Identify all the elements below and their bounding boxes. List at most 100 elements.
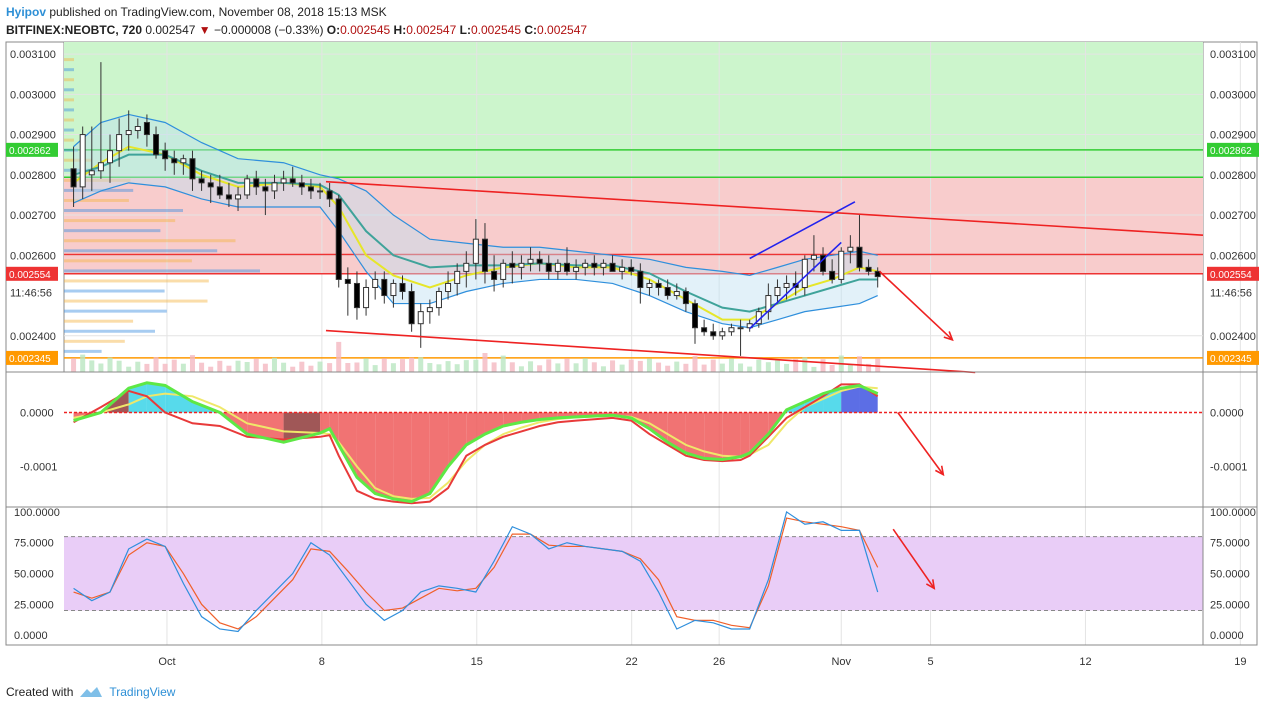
- volume-bar: [436, 364, 442, 372]
- volume-profile-bar: [64, 289, 165, 293]
- candle-body: [280, 178, 287, 184]
- volume-bar: [253, 358, 259, 372]
- y-tick-label-right: 0.002700: [1210, 210, 1256, 222]
- candle-body: [289, 178, 296, 184]
- volume-bar: [363, 358, 369, 372]
- candle-body: [600, 262, 607, 268]
- macd-y-label-right: -0.0001: [1210, 462, 1247, 474]
- candle-body: [426, 307, 433, 313]
- volume-bar: [820, 359, 826, 372]
- volume-bar: [537, 365, 543, 372]
- volume-bar: [646, 358, 652, 372]
- stoch-y-label-left: 50.0000: [14, 569, 54, 581]
- volume-bar: [126, 366, 132, 372]
- volume-bar: [719, 363, 725, 372]
- candle-body: [70, 168, 77, 188]
- x-tick-label: 22: [626, 656, 638, 668]
- volume-profile-bar: [64, 148, 78, 152]
- high-label: H:: [393, 23, 407, 37]
- publisher-name[interactable]: Hyipov: [6, 5, 47, 19]
- volume-bar: [628, 359, 634, 372]
- volume-bar: [656, 362, 662, 372]
- macd-histogram-area: [740, 412, 750, 457]
- stoch-y-label-left: 25.0000: [14, 599, 54, 611]
- volume-profile-bar: [64, 118, 74, 122]
- volume-bar: [774, 359, 780, 372]
- volume-profile-bar: [64, 68, 74, 72]
- volume-bar: [189, 355, 195, 372]
- candle-body: [500, 262, 507, 280]
- volume-bar: [637, 360, 643, 372]
- volume-bar: [372, 365, 378, 372]
- volume-profile-bar: [64, 259, 192, 263]
- volume-profile-bar: [64, 188, 134, 192]
- candle-body: [225, 194, 232, 200]
- volume-bar: [281, 362, 287, 372]
- stoch-y-label-right: 50.0000: [1210, 569, 1250, 581]
- volume-profile-bar: [64, 339, 125, 343]
- candle-body: [271, 182, 278, 192]
- price-tag-text: 0.002862: [9, 146, 51, 157]
- macd-forecast-arrow: [897, 412, 944, 476]
- volume-bar: [98, 363, 104, 372]
- macd-series-line: [73, 381, 879, 504]
- stoch-series-line: [73, 517, 879, 630]
- candle-body: [728, 327, 735, 333]
- volume-bar: [747, 366, 753, 372]
- volume-bar: [116, 360, 122, 372]
- macd-histogram-area: [649, 412, 668, 443]
- volume-bar: [875, 358, 881, 372]
- candle-body: [545, 262, 552, 272]
- stoch-y-label-right: 0.0000: [1210, 630, 1244, 642]
- volume-bar: [582, 358, 588, 372]
- x-tick-label: Oct: [158, 656, 175, 668]
- candle-body: [381, 278, 388, 297]
- volume-bar: [89, 360, 95, 372]
- volume-bar: [491, 362, 497, 372]
- price-label-left: 11:46:56: [10, 287, 52, 299]
- created-with-text: Created with: [6, 685, 74, 699]
- volume-profile-bar: [64, 219, 176, 223]
- candle-body: [363, 286, 370, 309]
- open-value: 0.002545: [340, 23, 391, 37]
- candle-body: [829, 270, 836, 280]
- volume-profile-bar: [64, 349, 102, 353]
- macd-histogram-area: [375, 412, 394, 499]
- volume-bar: [400, 359, 406, 372]
- macd-histogram-area: [393, 412, 412, 502]
- volume-profile-bar: [64, 128, 74, 132]
- price-tag: [6, 266, 58, 281]
- candle-body: [417, 311, 424, 325]
- stoch-y-label-right: 75.0000: [1210, 538, 1250, 550]
- tradingview-brand[interactable]: TradingView: [109, 685, 176, 699]
- volume-bar: [409, 357, 415, 372]
- candle-body: [801, 258, 808, 288]
- chart-canvas[interactable]: Oct 8 15 22 26 Nov 5 12 19 0.003100 0.003100 0.0030…: [0, 0, 1267, 680]
- y-tick-label-left: 0.002900: [10, 130, 56, 142]
- volume-bar: [610, 360, 616, 372]
- macd-histogram-area: [165, 385, 193, 413]
- symbol-label: BITFINEX:NEOBTC, 720: [6, 23, 143, 37]
- macd-histogram-area: [722, 412, 741, 460]
- volume-bar: [336, 341, 342, 372]
- candle-body: [673, 291, 680, 297]
- y-tick-label-left: 0.003100: [10, 49, 56, 61]
- candle-body: [79, 134, 86, 188]
- candle-body: [682, 291, 689, 305]
- volume-bar: [80, 354, 86, 372]
- candle-body: [408, 291, 415, 325]
- candle-body: [162, 150, 169, 160]
- volume-bar: [482, 353, 488, 372]
- volume-profile-bar: [64, 279, 209, 283]
- volume-bar: [317, 361, 323, 372]
- x-tick-label: 19: [1234, 656, 1246, 668]
- macd-histogram-area: [704, 412, 723, 460]
- candle-body: [134, 126, 141, 132]
- stoch-y-label-left: 0.0000: [14, 630, 48, 642]
- price-tag-text: 0.002345: [1210, 354, 1252, 365]
- candle-body: [88, 170, 95, 176]
- volume-profile-bar: [64, 58, 74, 62]
- stoch-forecast-arrow-head: [925, 579, 936, 590]
- volume-bar: [418, 357, 424, 372]
- candle-body: [153, 134, 160, 156]
